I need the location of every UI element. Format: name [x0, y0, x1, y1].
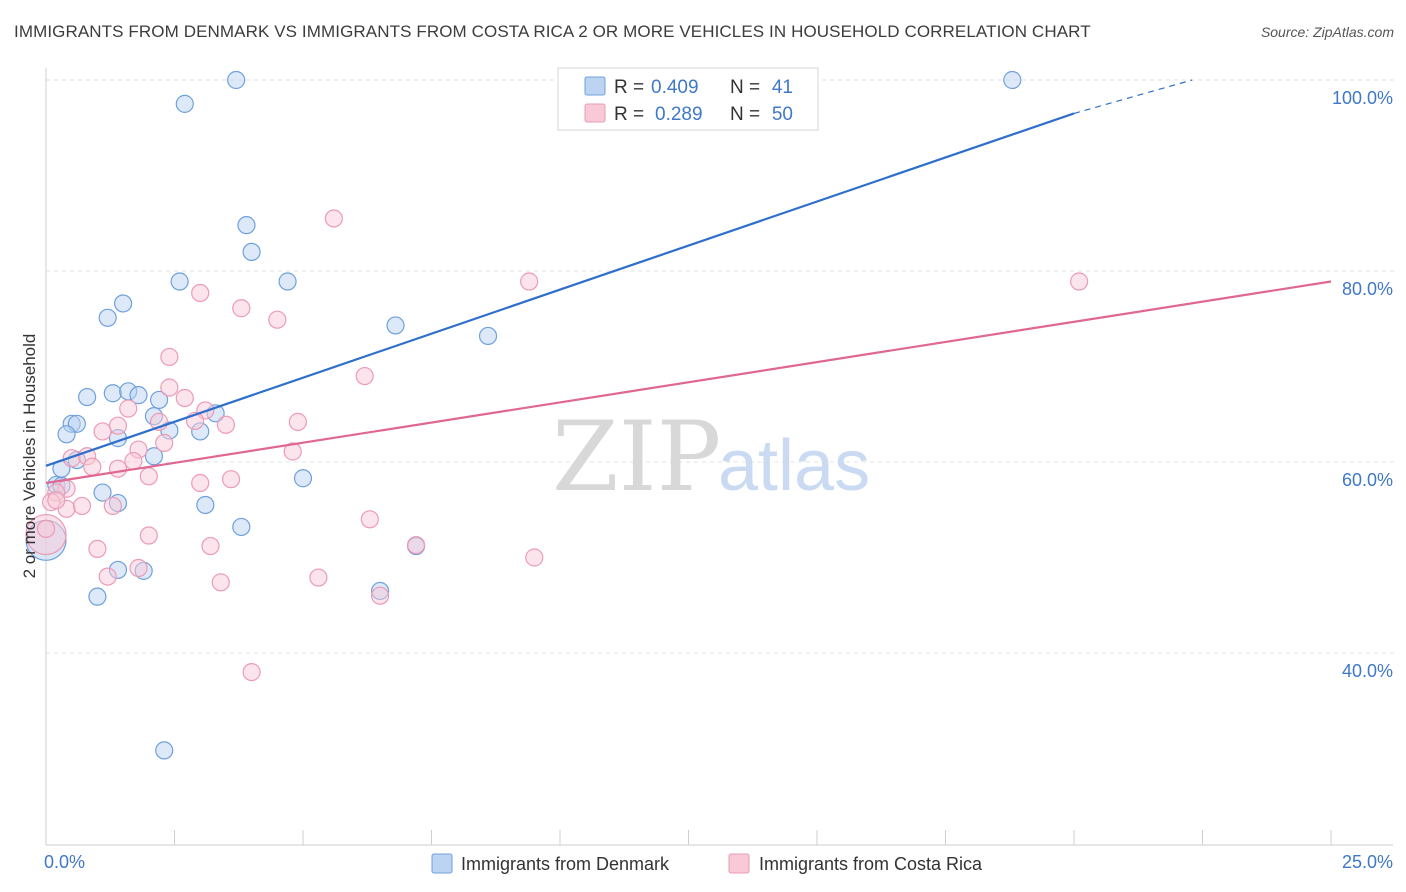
series-legend: Immigrants from Denmark Immigrants from …: [431, 853, 983, 874]
stats-legend: R = 0.409 N = 41 R = 0.289 N = 50: [557, 67, 819, 131]
legend-r-value-denmark: 0.409: [651, 77, 699, 98]
trend-line-denmark: [45, 112, 1075, 467]
point-costa-rica-41: [525, 548, 544, 567]
axes: [45, 68, 1393, 846]
point-costa-rica-46: [371, 586, 390, 605]
point-costa-rica-38: [201, 536, 220, 556]
point-costa-rica-48: [36, 519, 56, 538]
legend-n-label-costa-rica: N =: [730, 104, 760, 125]
point-costa-rica-15: [108, 416, 128, 435]
point-costa-rica-24: [108, 459, 128, 478]
point-costa-rica-0: [324, 209, 343, 228]
point-denmark-11: [103, 384, 122, 403]
point-costa-rica-8: [160, 378, 179, 397]
legend-r-label-costa-rica: R =: [614, 104, 644, 125]
point-costa-rica-10: [119, 399, 138, 418]
point-costa-rica-27: [191, 473, 210, 493]
y-tick-labels: 40.0% 60.0% 80.0% 100.0%: [1332, 88, 1393, 681]
point-denmark-2: [175, 94, 194, 113]
point-costa-rica-39: [406, 535, 426, 555]
point-costa-rica-37: [139, 526, 158, 545]
bottom-legend-label-denmark: Immigrants from Denmark: [461, 854, 670, 874]
watermark-atlas: atlas: [718, 426, 870, 506]
y-tick-label-60: 60.0%: [1342, 470, 1393, 490]
x-tick-label-max: 25.0%: [1342, 852, 1393, 872]
point-costa-rica-28: [221, 470, 241, 489]
point-costa-rica-5: [268, 310, 287, 329]
point-denmark-29: [93, 483, 112, 502]
gridlines: [46, 79, 1395, 654]
point-denmark-6: [278, 272, 297, 291]
watermark-zip: ZIP: [552, 401, 721, 513]
trend-line-denmark-extension: [1073, 79, 1193, 115]
point-denmark-35: [293, 469, 313, 488]
point-denmark-4: [242, 242, 261, 261]
point-denmark-10: [478, 326, 498, 346]
point-denmark-25: [144, 447, 164, 466]
source-credit: Source: ZipAtlas.com: [1260, 24, 1394, 40]
y-axis-label: 2 or more Vehicles in Household: [20, 334, 39, 579]
point-denmark-31: [196, 495, 215, 515]
point-costa-rica-44: [211, 573, 230, 592]
point-denmark-3: [237, 216, 256, 235]
point-denmark-9: [386, 316, 405, 335]
y-tick-label-80: 80.0%: [1342, 279, 1393, 299]
trend-lines: [45, 79, 1332, 485]
point-denmark-16: [149, 390, 169, 410]
point-costa-rica-2: [1070, 272, 1089, 291]
data-points: [25, 70, 1089, 760]
point-costa-rica-42: [309, 568, 328, 587]
point-costa-rica-17: [93, 422, 112, 441]
trend-line-costa-rica: [45, 280, 1332, 485]
point-costa-rica-23: [124, 451, 143, 471]
point-denmark-38: [88, 587, 107, 606]
point-denmark-40: [155, 741, 174, 760]
legend-swatch-denmark: [584, 76, 606, 96]
y-tick-label-100: 100.0%: [1332, 88, 1393, 108]
chart-title: IMMIGRANTS FROM DENMARK VS IMMIGRANTS FR…: [14, 22, 1091, 41]
bottom-legend-swatch-denmark: [431, 853, 453, 874]
legend-n-value-denmark: 41: [772, 77, 793, 98]
point-costa-rica-25: [83, 457, 102, 476]
point-denmark-8: [98, 308, 117, 327]
point-costa-rica-3: [191, 283, 210, 303]
point-costa-rica-45: [129, 558, 148, 578]
point-costa-rica-26: [139, 467, 158, 486]
point-costa-rica-16: [216, 415, 235, 434]
legend-n-value-costa-rica: 50: [772, 104, 793, 125]
point-costa-rica-40: [88, 539, 107, 559]
point-denmark-13: [129, 386, 148, 405]
legend-n-label-denmark: N =: [730, 77, 760, 98]
point-denmark-0: [227, 70, 246, 90]
point-costa-rica-34: [103, 496, 122, 516]
point-denmark-7: [113, 294, 133, 313]
point-costa-rica-4: [232, 299, 251, 318]
y-tick-label-40: 40.0%: [1342, 661, 1393, 681]
point-costa-rica-47: [242, 662, 261, 682]
point-costa-rica-13: [288, 412, 307, 431]
legend-r-value-costa-rica: 0.289: [655, 104, 703, 125]
point-costa-rica-35: [360, 510, 379, 529]
point-denmark-33: [232, 517, 251, 537]
point-costa-rica-20: [283, 442, 302, 461]
point-denmark-1: [1003, 70, 1022, 90]
legend-r-label-denmark: R =: [614, 77, 644, 98]
point-costa-rica-43: [98, 567, 117, 586]
point-costa-rica-6: [160, 347, 179, 367]
point-denmark-14: [78, 387, 97, 407]
point-costa-rica-9: [175, 388, 194, 408]
point-denmark-5: [170, 272, 189, 291]
point-costa-rica-49: [47, 491, 66, 510]
point-costa-rica-7: [355, 366, 374, 386]
point-costa-rica-33: [72, 496, 92, 516]
x-tick-label-min: 0.0%: [44, 852, 85, 872]
bottom-legend-label-costa-rica: Immigrants from Costa Rica: [759, 854, 983, 874]
legend-swatch-costa-rica: [584, 103, 606, 123]
point-costa-rica-1: [520, 272, 539, 291]
point-costa-rica-18: [155, 433, 174, 452]
bottom-legend-swatch-costa-rica: [728, 853, 750, 874]
point-denmark-20: [57, 425, 76, 444]
